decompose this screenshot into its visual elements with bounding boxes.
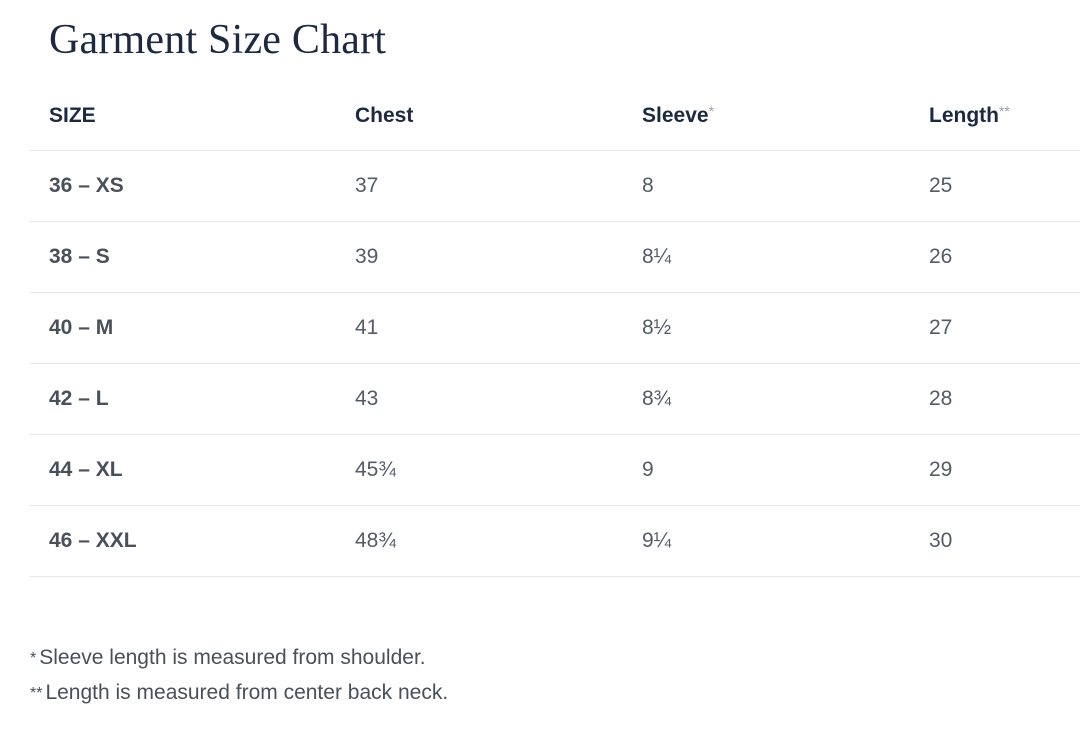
footnote-sleeve: * Sleeve length is measured from shoulder…: [30, 640, 448, 675]
table-header-row: SIZE Chest Sleeve* Length**: [30, 82, 1080, 151]
footnote-text: Length is measured from center back neck…: [45, 681, 449, 704]
length-cell: 30: [929, 529, 953, 552]
chest-cell: 45¾: [355, 458, 396, 481]
length-cell: 26: [929, 245, 953, 268]
column-header-label: SIZE: [49, 104, 96, 127]
column-header-label: Chest: [355, 104, 414, 127]
sleeve-cell: 9: [642, 458, 654, 481]
sleeve-cell: 8½: [642, 316, 672, 339]
footnote-mark: *: [30, 650, 37, 667]
column-header-length: Length**: [910, 103, 1080, 128]
length-cell: 27: [929, 316, 953, 339]
sleeve-cell: 9¼: [642, 529, 672, 552]
length-cell: 28: [929, 387, 953, 410]
chest-cell: 41: [355, 316, 379, 339]
table-row: 42 – L 43 8¾ 28: [30, 364, 1080, 435]
table-row: 40 – M 41 8½ 27: [30, 293, 1080, 364]
column-header-label: Sleeve: [642, 104, 709, 127]
size-cell: 40 – M: [49, 316, 114, 339]
size-cell: 36 – XS: [49, 174, 124, 197]
size-cell: 38 – S: [49, 245, 110, 268]
column-header-chest: Chest: [336, 104, 623, 128]
table-row: 46 – XXL 48¾ 9¼ 30: [30, 506, 1080, 577]
length-cell: 25: [929, 174, 953, 197]
chest-cell: 43: [355, 387, 379, 410]
column-header-size: SIZE: [30, 104, 336, 128]
page-title: Garment Size Chart: [49, 17, 387, 63]
footnote-mark: *: [708, 103, 715, 119]
sleeve-cell: 8: [642, 174, 654, 197]
size-cell: 46 – XXL: [49, 529, 137, 552]
length-cell: 29: [929, 458, 953, 481]
table-row: 38 – S 39 8¼ 26: [30, 222, 1080, 293]
chest-cell: 39: [355, 245, 379, 268]
footnotes: * Sleeve length is measured from shoulder…: [30, 640, 448, 710]
size-cell: 44 – XL: [49, 458, 123, 481]
footnote-length: ** Length is measured from center back ne…: [30, 675, 448, 710]
footnote-text: Sleeve length is measured from shoulder.: [39, 646, 426, 669]
size-cell: 42 – L: [49, 387, 109, 410]
table-row: 44 – XL 45¾ 9 29: [30, 435, 1080, 506]
chest-cell: 37: [355, 174, 379, 197]
footnote-mark: **: [30, 685, 43, 702]
sleeve-cell: 8¾: [642, 387, 672, 410]
table-row: 36 – XS 37 8 25: [30, 151, 1080, 222]
footnote-mark: **: [998, 103, 1010, 119]
column-header-sleeve: Sleeve*: [623, 103, 910, 128]
sleeve-cell: 8¼: [642, 245, 672, 268]
chest-cell: 48¾: [355, 529, 396, 552]
column-header-label: Length: [929, 104, 999, 127]
size-chart-table: SIZE Chest Sleeve* Length** 36 – XS 37 8…: [30, 82, 1080, 577]
